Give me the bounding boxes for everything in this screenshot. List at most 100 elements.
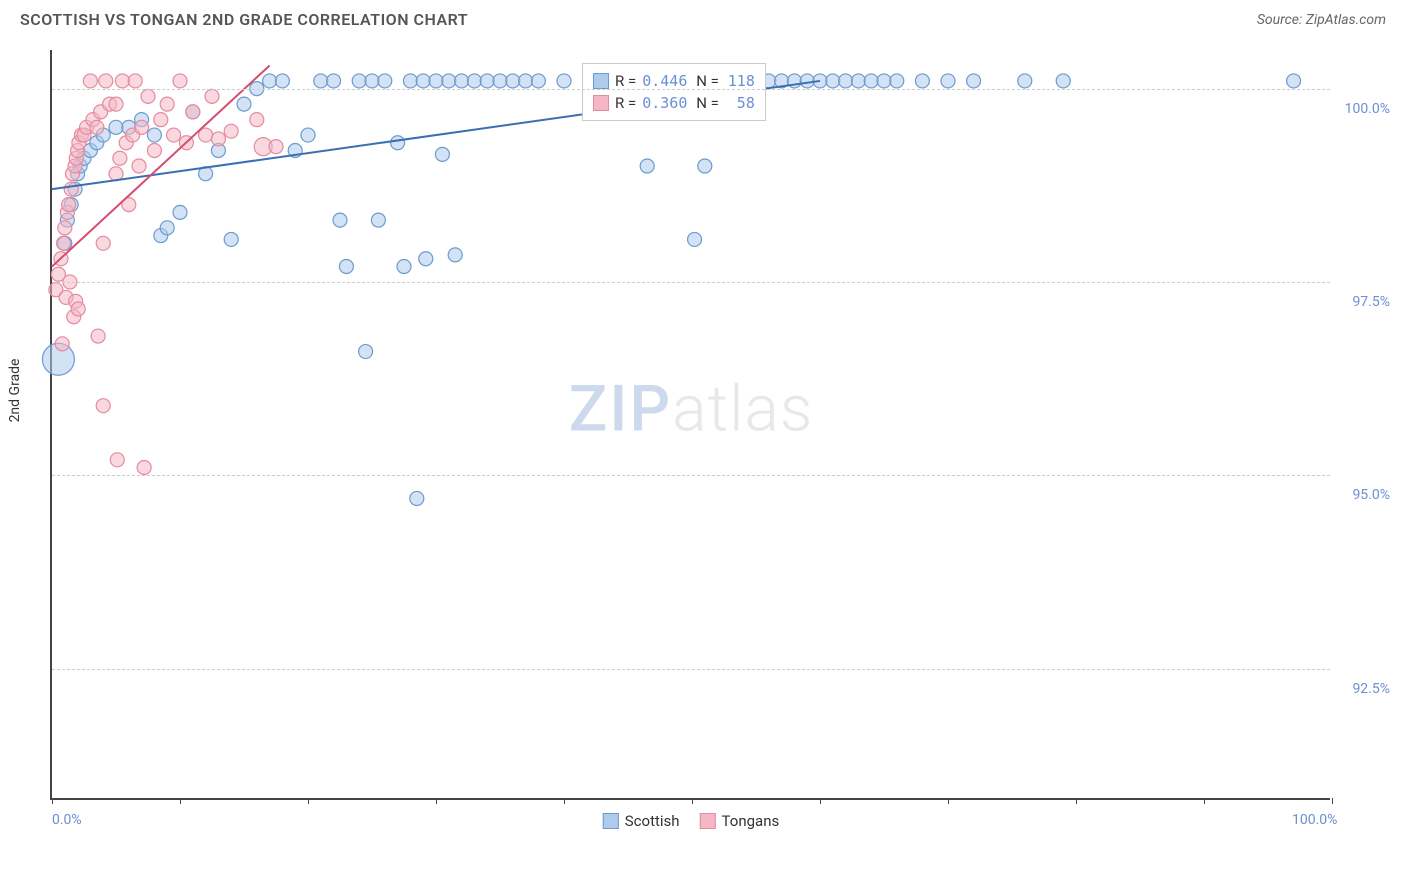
chart-title: SCOTTISH VS TONGAN 2ND GRADE CORRELATION… (20, 10, 468, 29)
data-point (58, 221, 72, 235)
data-point (205, 89, 219, 103)
x-tick-label: 0.0% (52, 812, 82, 828)
bottom-legend-item: Tongans (700, 812, 780, 830)
data-point (141, 89, 155, 103)
y-tick-label: 95.0% (1352, 487, 1390, 503)
y-tick-label: 92.5% (1352, 681, 1390, 697)
x-tick (1204, 798, 1205, 804)
data-point (96, 399, 110, 413)
x-tick (820, 798, 821, 804)
data-point (237, 97, 251, 111)
data-point (327, 74, 341, 88)
data-point (851, 74, 865, 88)
data-point (147, 128, 161, 142)
data-point (224, 232, 238, 246)
data-point (800, 74, 814, 88)
data-point (275, 74, 289, 88)
n-label: N = (696, 94, 719, 112)
x-tick (564, 798, 565, 804)
data-point (339, 259, 353, 273)
r-value: 0.446 (642, 72, 690, 90)
data-point (128, 74, 142, 88)
data-point (137, 461, 151, 475)
data-point (173, 74, 187, 88)
r-label: R = (615, 94, 636, 112)
data-point (557, 74, 571, 88)
x-tick (52, 798, 53, 804)
data-point (493, 74, 507, 88)
data-point (391, 136, 405, 150)
data-point (250, 113, 264, 127)
data-point (132, 159, 146, 173)
legend-swatch (700, 813, 716, 829)
data-point (186, 105, 200, 119)
data-point (915, 74, 929, 88)
data-point (397, 259, 411, 273)
data-point (365, 74, 379, 88)
data-point (698, 159, 712, 173)
data-point (224, 124, 238, 138)
bottom-legend-item: Scottish (603, 812, 680, 830)
data-point (160, 221, 174, 235)
y-axis-title: 2nd Grade (7, 359, 23, 423)
data-point (211, 132, 225, 146)
data-point (62, 198, 76, 212)
data-point (826, 74, 840, 88)
data-point (113, 151, 127, 165)
data-point (83, 74, 97, 88)
chart-container: 2nd Grade ZIPatlas R =0.446N =118R =0.36… (50, 50, 1380, 830)
data-point (160, 97, 174, 111)
r-value: 0.360 (642, 94, 690, 112)
data-point (531, 74, 545, 88)
data-point (147, 144, 161, 158)
x-tick (308, 798, 309, 804)
data-point (416, 74, 430, 88)
data-point (135, 120, 149, 134)
scatter-plot (52, 50, 1330, 798)
data-point (71, 302, 85, 316)
data-point (167, 128, 181, 142)
x-tick (692, 798, 693, 804)
data-point (314, 74, 328, 88)
data-point (64, 182, 78, 196)
data-point (173, 205, 187, 219)
data-point (333, 213, 347, 227)
data-point (864, 74, 878, 88)
data-point (110, 453, 124, 467)
y-tick-label: 97.5% (1352, 294, 1390, 310)
data-point (941, 74, 955, 88)
data-point (839, 74, 853, 88)
bottom-legend: Scottish Tongans (603, 812, 779, 830)
plot-area: ZIPatlas R =0.446N =118R =0.360N =58 Sco… (50, 50, 1330, 800)
x-tick (180, 798, 181, 804)
data-point (967, 74, 981, 88)
data-point (1018, 74, 1032, 88)
data-point (506, 74, 520, 88)
data-point (1287, 74, 1301, 88)
data-point (115, 74, 129, 88)
data-point (467, 74, 481, 88)
x-tick (1076, 798, 1077, 804)
legend-label: Scottish (625, 812, 680, 830)
gridline-h (52, 282, 1330, 283)
data-point (640, 159, 654, 173)
data-point (410, 491, 424, 505)
data-point (455, 74, 469, 88)
x-tick (1332, 798, 1333, 804)
data-point (480, 74, 494, 88)
data-point (90, 120, 104, 134)
legend-swatch (603, 813, 619, 829)
data-point (91, 329, 105, 343)
data-point (301, 128, 315, 142)
data-point (352, 74, 366, 88)
data-point (1056, 74, 1070, 88)
data-point (448, 248, 462, 262)
r-label: R = (615, 72, 636, 90)
gridline-h (52, 669, 1330, 670)
data-point (519, 74, 533, 88)
data-point (109, 97, 123, 111)
data-point (99, 74, 113, 88)
data-point (442, 74, 456, 88)
data-point (57, 236, 71, 250)
data-point (378, 74, 392, 88)
